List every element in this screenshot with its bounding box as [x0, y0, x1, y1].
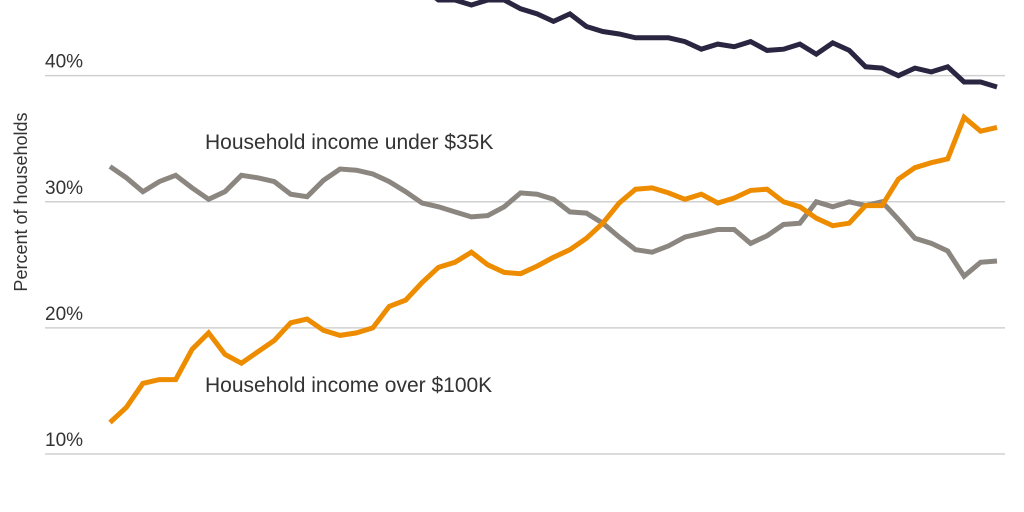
annotation-over-100k: Household income over $100K	[205, 374, 492, 397]
annotation-under-35k: Household income under $35K	[205, 131, 493, 154]
y-tick-label: 30%	[45, 178, 83, 199]
series-line-1	[108, 164, 998, 280]
y-axis-label: Percent of households	[11, 112, 31, 291]
series-line-2	[108, 113, 998, 425]
y-tick-label: 20%	[45, 304, 83, 325]
series-line-0	[434, 0, 998, 90]
y-tick-label: 40%	[45, 52, 83, 73]
y-tick-label: 10%	[45, 430, 83, 451]
